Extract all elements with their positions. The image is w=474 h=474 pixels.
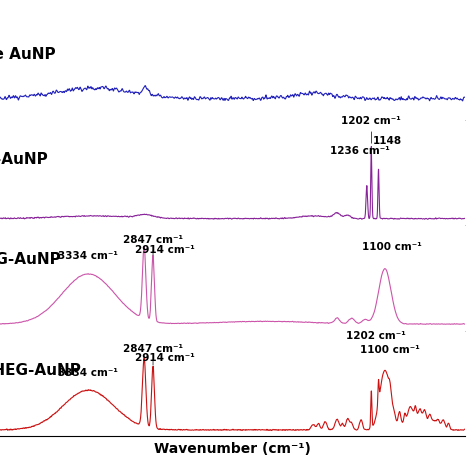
Text: 2914 cm⁻¹: 2914 cm⁻¹ bbox=[135, 246, 194, 255]
Text: 1100 cm⁻¹: 1100 cm⁻¹ bbox=[362, 242, 421, 252]
Text: 1148: 1148 bbox=[372, 136, 401, 146]
Text: -HEG-AuNP: -HEG-AuNP bbox=[0, 363, 81, 378]
Text: 3334 cm⁻¹: 3334 cm⁻¹ bbox=[58, 368, 118, 378]
Text: 1100 cm⁻¹: 1100 cm⁻¹ bbox=[360, 346, 420, 356]
Text: 2847 cm⁻¹: 2847 cm⁻¹ bbox=[123, 235, 183, 255]
Text: re AuNP: re AuNP bbox=[0, 46, 55, 62]
Text: 2847 cm⁻¹: 2847 cm⁻¹ bbox=[123, 344, 183, 365]
Text: F-AuNP: F-AuNP bbox=[0, 152, 49, 167]
X-axis label: Wavenumber (cm⁻¹): Wavenumber (cm⁻¹) bbox=[154, 442, 310, 456]
Text: 1236 cm⁻¹: 1236 cm⁻¹ bbox=[330, 146, 390, 156]
Text: 2914 cm⁻¹: 2914 cm⁻¹ bbox=[135, 353, 194, 363]
Text: EG-AuNP: EG-AuNP bbox=[0, 252, 62, 267]
Text: 1202 cm⁻¹: 1202 cm⁻¹ bbox=[346, 330, 405, 340]
Text: 1202 cm⁻¹: 1202 cm⁻¹ bbox=[341, 116, 401, 143]
Text: 3334 cm⁻¹: 3334 cm⁻¹ bbox=[58, 251, 118, 261]
